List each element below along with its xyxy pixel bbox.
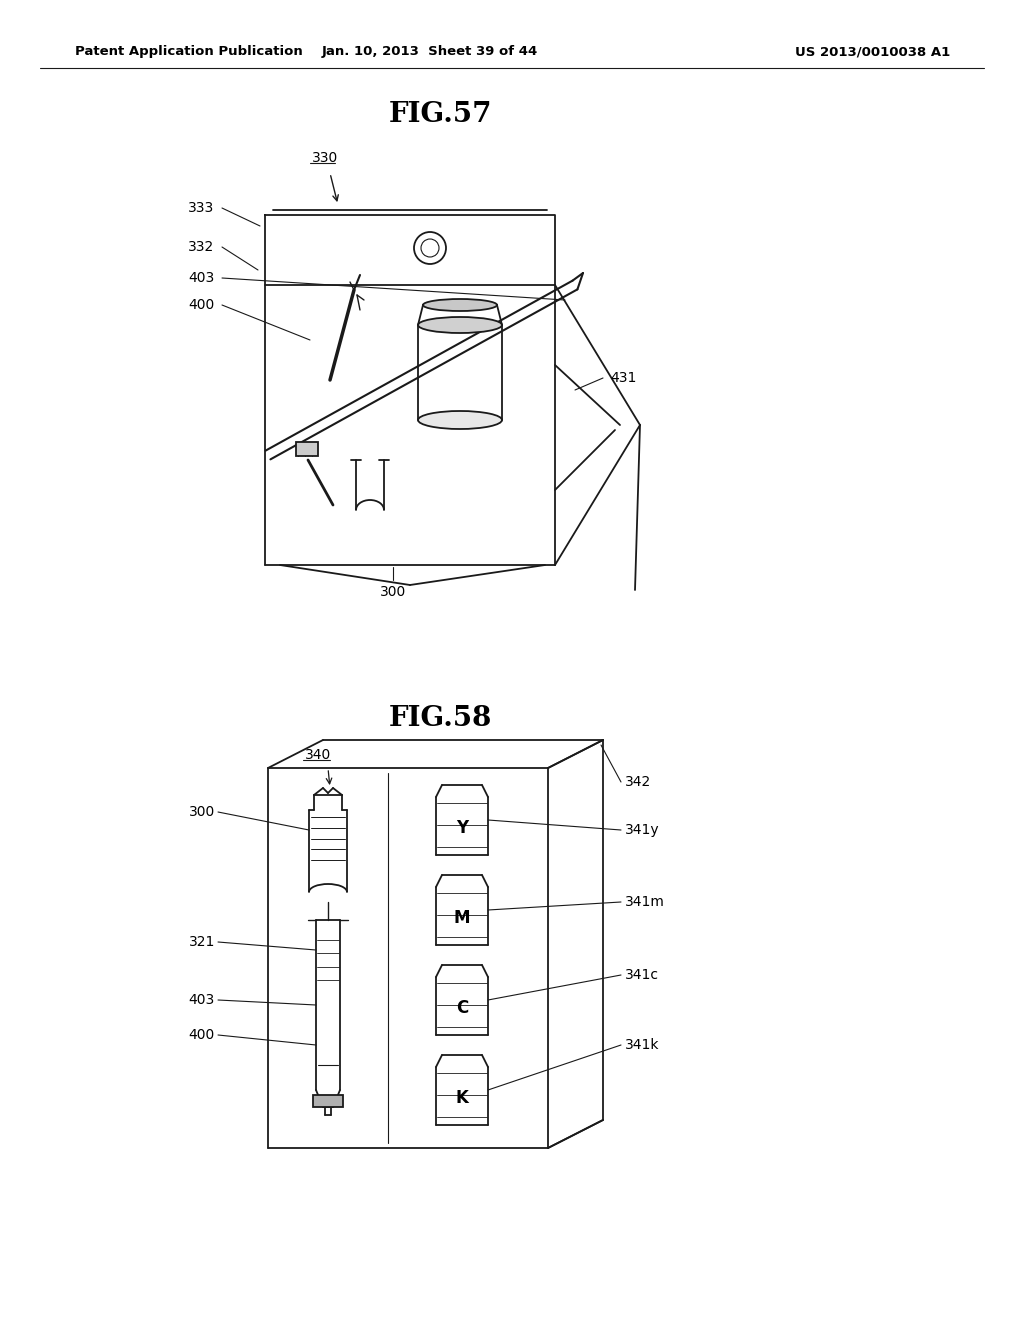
Ellipse shape [418,411,502,429]
Bar [296,442,318,455]
Text: Patent Application Publication: Patent Application Publication [75,45,303,58]
Text: 330: 330 [312,150,338,165]
Text: K: K [456,1089,468,1107]
Text: 400: 400 [188,298,214,312]
Text: 400: 400 [188,1028,215,1041]
Text: 321: 321 [188,935,215,949]
Text: FIG.58: FIG.58 [388,705,492,731]
Text: C: C [456,999,468,1016]
Text: 333: 333 [188,201,214,215]
Text: M: M [454,909,470,927]
Text: 341y: 341y [625,822,659,837]
Text: 403: 403 [188,993,215,1007]
Text: 431: 431 [610,371,636,385]
Text: Jan. 10, 2013  Sheet 39 of 44: Jan. 10, 2013 Sheet 39 of 44 [322,45,539,58]
Text: FIG.57: FIG.57 [388,102,492,128]
Bar [313,1096,343,1107]
Ellipse shape [418,317,502,333]
Text: 332: 332 [188,240,214,253]
Text: 403: 403 [188,271,214,285]
Text: US 2013/0010038 A1: US 2013/0010038 A1 [795,45,950,58]
Text: 300: 300 [188,805,215,818]
Text: 340: 340 [305,748,331,762]
Circle shape [414,232,446,264]
Text: 300: 300 [380,585,407,599]
Text: 341m: 341m [625,895,665,909]
Ellipse shape [423,300,497,312]
Text: Y: Y [456,818,468,837]
Text: 342: 342 [625,775,651,789]
Text: 341c: 341c [625,968,659,982]
Text: 341k: 341k [625,1038,659,1052]
